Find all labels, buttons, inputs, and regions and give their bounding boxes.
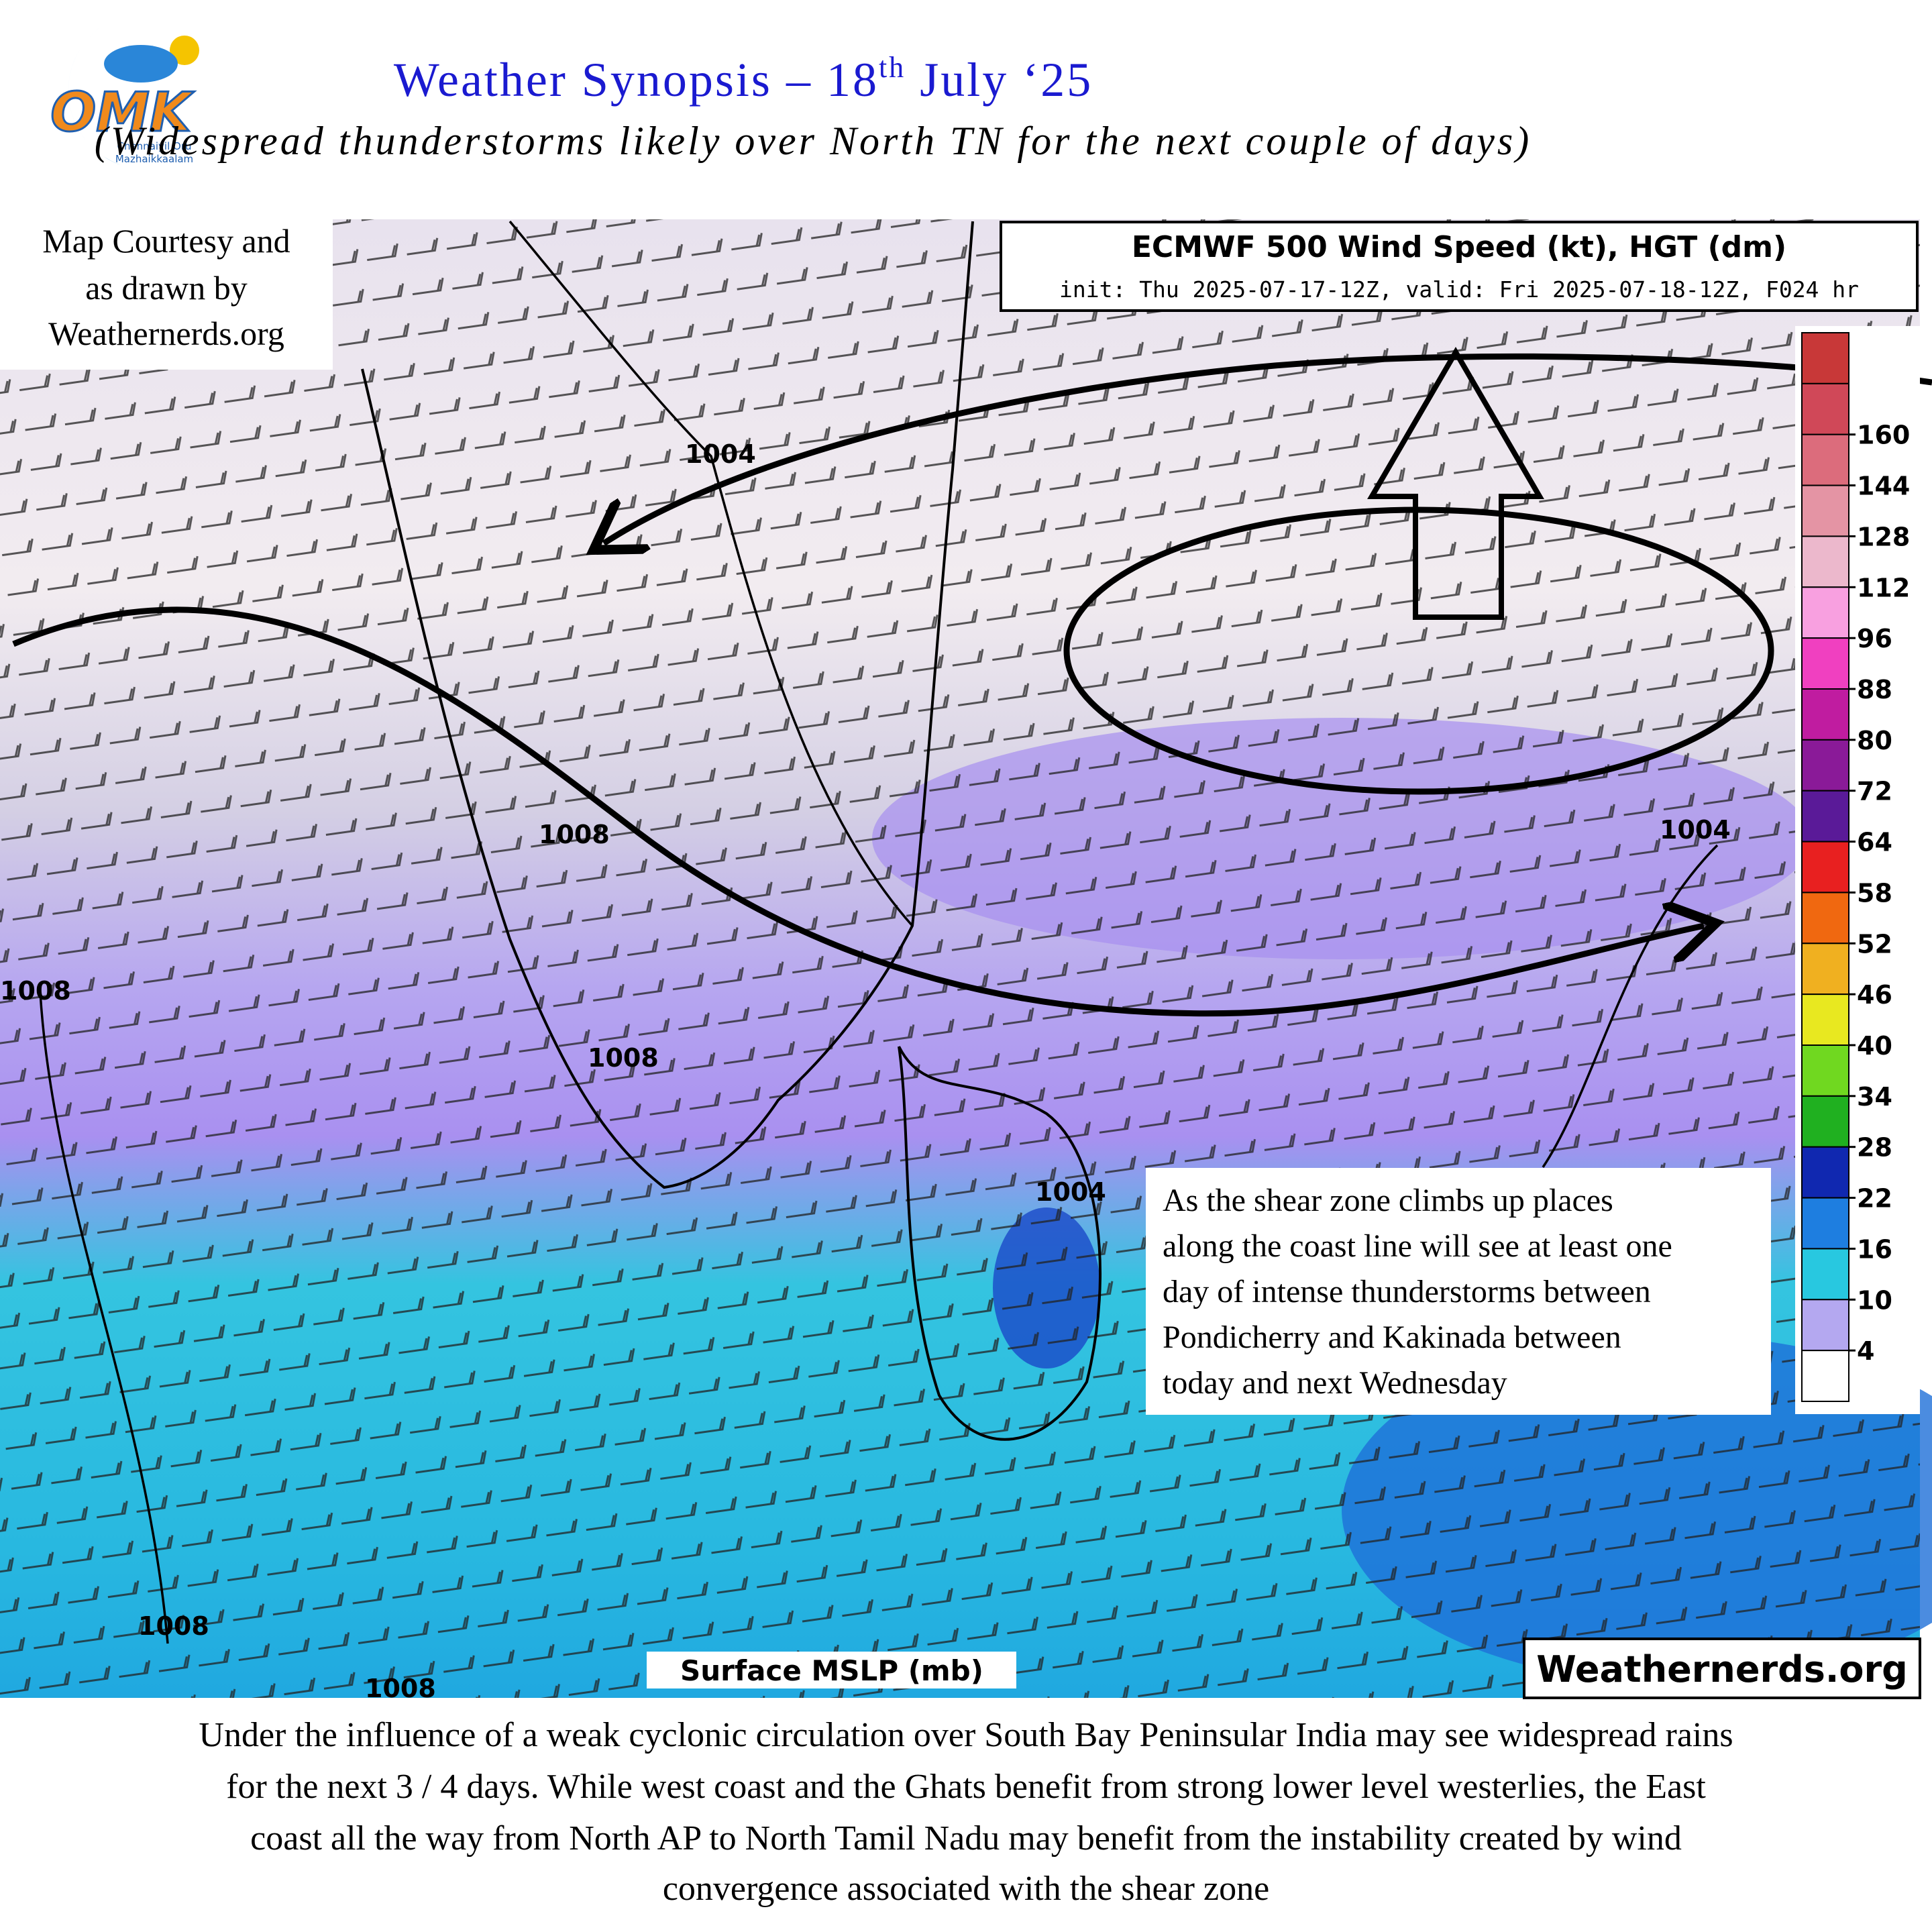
colorbar-cell	[1801, 1095, 1849, 1148]
footer-line: convergence associated with the shear zo…	[663, 1870, 1269, 1908]
map: 1004 1004 1004 1008 1008 1008 1008 1008 …	[0, 219, 1932, 1703]
coastline	[361, 221, 974, 1189]
colorbar-label: 72	[1857, 777, 1892, 806]
flow-arrow	[604, 353, 1932, 543]
logo: OMK Chennaiyil Oru Mazhaikkaalam	[50, 27, 199, 170]
footer: Under the influence of a weak cyclonic c…	[199, 1716, 1733, 1908]
isobar-label: 1004	[1035, 1177, 1106, 1207]
colorbar: 160 144 128 112 96 88 80 72 64 58 52 46 40 34 28 22 16 10…	[1801, 332, 1910, 1402]
courtesy-line: as drawn by	[85, 269, 248, 307]
footer-line: coast all the way from North AP to North…	[250, 1819, 1682, 1858]
colorbar-cell	[1801, 1197, 1849, 1250]
colorbar-label: 40	[1857, 1031, 1892, 1061]
footer-line: Under the influence of a weak cyclonic c…	[199, 1716, 1733, 1754]
colorbar-cell	[1801, 1299, 1849, 1352]
island-outline	[898, 1046, 1102, 1441]
courtesy-line: Map Courtesy and	[42, 222, 290, 260]
logo-sun	[170, 36, 199, 65]
annotation-line: today and next Wednesday	[1163, 1365, 1507, 1401]
colorbar-cell	[1801, 637, 1849, 690]
colorbar-label: 46	[1857, 980, 1892, 1010]
colorbar-label: 22	[1857, 1184, 1892, 1214]
watermark-box	[1523, 1638, 1921, 1699]
panel-subtitle: init: Thu 2025-07-17-12Z, valid: Fri 202…	[1059, 276, 1859, 303]
annotation-box	[1146, 1168, 1771, 1415]
isobar-label: 1008	[0, 976, 71, 1006]
colorbar-cell	[1801, 1044, 1849, 1097]
isobar-label: 1008	[138, 1611, 209, 1641]
colorbar-cell	[1801, 433, 1849, 486]
colorbar-label: 80	[1857, 726, 1892, 755]
colorbar-label: 144	[1857, 472, 1910, 501]
panel-title: ECMWF 500 Wind Speed (kt), HGT (dm)	[1132, 230, 1786, 264]
colorbar-cell	[1801, 892, 1849, 945]
colorbar-cell	[1801, 739, 1849, 792]
colorbar-cell	[1801, 790, 1849, 843]
isobar-lines	[39, 220, 1719, 1644]
colorbar-label: 160	[1857, 421, 1910, 450]
colorbar-cell	[1801, 688, 1849, 741]
mslp-box	[647, 1652, 1016, 1688]
logo-tagline: Chennaiyil Oru	[117, 140, 191, 152]
logo-cloud	[104, 45, 178, 83]
colorbar-cell	[1801, 1350, 1849, 1402]
cover	[0, 219, 333, 370]
title-part: Weather Synopsis – 18	[394, 53, 879, 107]
wind-barbs	[0, 219, 1920, 1698]
isobar-label: 1008	[539, 820, 610, 849]
colorbar-label: 96	[1857, 624, 1892, 653]
colorbar-cell	[1801, 841, 1849, 894]
annotation-line: day of intense thunderstorms between	[1163, 1274, 1651, 1309]
northward-arrow	[1367, 347, 1544, 620]
logo-tagline: Mazhaikkaalam	[115, 153, 193, 165]
subtitle: (Widespread thunderstorms likely over No…	[95, 119, 1532, 163]
colorbar-cell	[1801, 484, 1849, 537]
colorbar-cell	[1801, 1248, 1849, 1301]
colorbar-cell	[1801, 535, 1849, 588]
isobar-label: 1008	[588, 1043, 659, 1073]
colorbar-label: 112	[1857, 573, 1910, 602]
title-part: July ‘25	[906, 53, 1093, 107]
isobar-label: 1008	[365, 1674, 436, 1703]
colorbar-cell	[1801, 586, 1849, 639]
annotation-line: along the coast line will see at least o…	[1163, 1228, 1672, 1264]
courtesy-line: Weathernerds.org	[48, 315, 284, 352]
colorbar-cell	[1801, 382, 1849, 435]
colorbar-label: 128	[1857, 522, 1910, 551]
colorbar-label: 34	[1857, 1082, 1892, 1112]
annotation: As the shear zone climbs up places along…	[1163, 1183, 1672, 1401]
annotation-line: Pondicherry and Kakinada between	[1163, 1320, 1621, 1355]
colorbar-label: 64	[1857, 828, 1892, 857]
footer-line: for the next 3 / 4 days. While west coas…	[226, 1768, 1706, 1806]
courtesy: Map Courtesy and as drawn by Weathernerd…	[42, 222, 290, 352]
colorbar-label: 52	[1857, 929, 1892, 959]
colorbar-cell	[1801, 943, 1849, 996]
colorbar-label: 88	[1857, 675, 1892, 704]
shear-arrow	[12, 606, 1704, 1017]
colorbar-cell	[1801, 994, 1849, 1046]
isobar-label: 1004	[1660, 815, 1731, 845]
colorbar-cell	[1801, 332, 1849, 384]
isobar-labels: 1004 1004 1004 1008 1008 1008 1008 1008	[0, 439, 1731, 1703]
colorbar-cell	[1801, 1146, 1849, 1199]
colorbar-label: 10	[1857, 1285, 1892, 1315]
mslp-label: Surface MSLP (mb)	[680, 1654, 983, 1687]
watermark: Weathernerds.org	[1536, 1648, 1908, 1690]
title-superscript: th	[879, 51, 906, 84]
colorbar-label: 58	[1857, 878, 1892, 908]
colorbar-label: 16	[1857, 1234, 1892, 1264]
colorbar-label: 4	[1857, 1336, 1874, 1366]
logo-mark: OMK	[50, 81, 195, 144]
title: Weather Synopsis – 18th July ‘25	[394, 51, 1093, 107]
panel-header	[1000, 221, 1919, 312]
annotation-line: As the shear zone climbs up places	[1163, 1183, 1613, 1218]
colorbar-label: 28	[1857, 1133, 1892, 1163]
isobar-label: 1004	[685, 439, 756, 469]
shear-zone-ellipse	[1063, 506, 1774, 795]
